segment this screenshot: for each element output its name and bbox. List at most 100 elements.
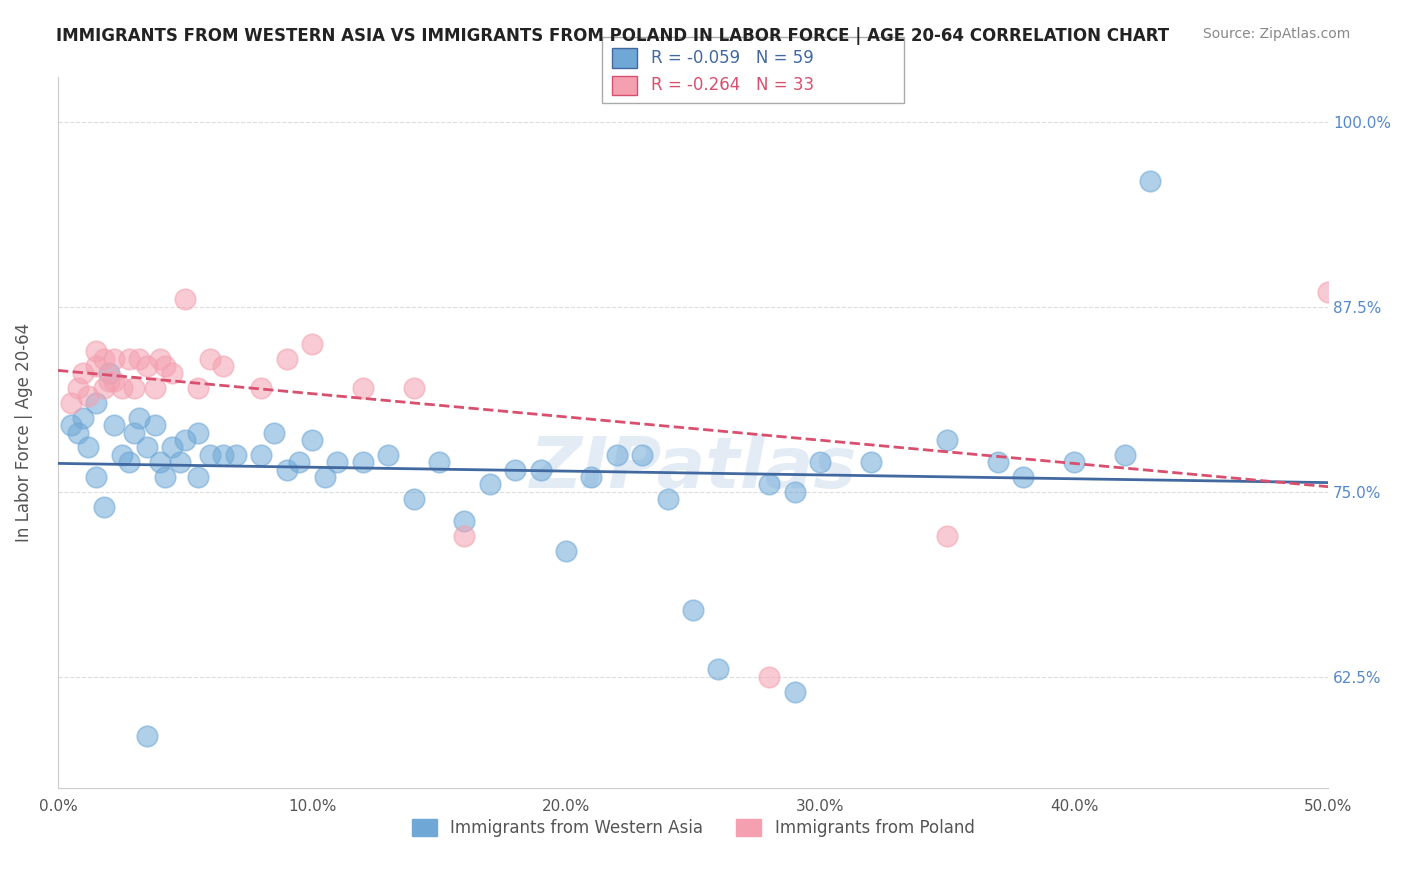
- Point: [250, 448, 273, 462]
- Point: [84, 470, 107, 484]
- Bar: [612, 48, 637, 68]
- Point: [200, 351, 222, 366]
- Point: [1317, 285, 1340, 299]
- Point: [174, 293, 197, 307]
- Point: [169, 455, 191, 469]
- Point: [149, 455, 172, 469]
- Point: [200, 448, 222, 462]
- Point: [936, 433, 959, 447]
- Point: [276, 351, 298, 366]
- Point: [143, 381, 166, 395]
- Y-axis label: In Labor Force | Age 20-64: In Labor Force | Age 20-64: [15, 323, 32, 542]
- Point: [453, 529, 475, 543]
- Point: [93, 351, 115, 366]
- Point: [530, 463, 553, 477]
- Point: [110, 381, 132, 395]
- Point: [135, 359, 157, 373]
- Point: [187, 425, 209, 440]
- Point: [352, 455, 374, 469]
- Point: [225, 448, 247, 462]
- Point: [93, 500, 115, 514]
- Point: [143, 418, 166, 433]
- Point: [859, 455, 882, 469]
- Point: [707, 662, 730, 676]
- Point: [122, 381, 145, 395]
- Point: [103, 351, 125, 366]
- Point: [1063, 455, 1085, 469]
- Text: ZIPatlas: ZIPatlas: [530, 434, 856, 503]
- Point: [987, 455, 1010, 469]
- Point: [153, 359, 176, 373]
- Point: [352, 381, 374, 395]
- Text: R = -0.264   N = 33: R = -0.264 N = 33: [651, 76, 814, 94]
- Point: [128, 410, 150, 425]
- Point: [162, 441, 184, 455]
- Point: [288, 455, 311, 469]
- Point: [110, 448, 132, 462]
- Point: [427, 455, 450, 469]
- Bar: [612, 76, 637, 95]
- Point: [212, 448, 235, 462]
- Point: [84, 344, 107, 359]
- Point: [84, 396, 107, 410]
- Point: [149, 351, 172, 366]
- Point: [77, 389, 100, 403]
- Point: [72, 367, 94, 381]
- Point: [174, 433, 197, 447]
- Point: [59, 418, 82, 433]
- Point: [128, 351, 150, 366]
- Point: [301, 336, 323, 351]
- Point: [67, 425, 90, 440]
- Point: [1114, 448, 1136, 462]
- Point: [135, 729, 157, 743]
- Point: [122, 425, 145, 440]
- Point: [783, 484, 806, 499]
- Point: [453, 515, 475, 529]
- Point: [657, 492, 679, 507]
- Point: [326, 455, 349, 469]
- Point: [936, 529, 959, 543]
- Point: [758, 670, 780, 684]
- Point: [276, 463, 298, 477]
- Point: [263, 425, 285, 440]
- Point: [250, 381, 273, 395]
- Point: [808, 455, 831, 469]
- Legend: Immigrants from Western Asia, Immigrants from Poland: Immigrants from Western Asia, Immigrants…: [405, 812, 981, 844]
- Point: [97, 374, 120, 388]
- Point: [162, 367, 184, 381]
- Point: [631, 448, 654, 462]
- Point: [1139, 174, 1161, 188]
- Point: [135, 441, 157, 455]
- Point: [212, 359, 235, 373]
- Point: [1012, 470, 1035, 484]
- Point: [84, 359, 107, 373]
- Point: [103, 418, 125, 433]
- Point: [606, 448, 628, 462]
- FancyBboxPatch shape: [602, 37, 904, 103]
- Point: [153, 470, 176, 484]
- Point: [187, 381, 209, 395]
- Point: [402, 492, 425, 507]
- Point: [103, 374, 125, 388]
- Point: [783, 684, 806, 698]
- Text: IMMIGRANTS FROM WESTERN ASIA VS IMMIGRANTS FROM POLAND IN LABOR FORCE | AGE 20-6: IMMIGRANTS FROM WESTERN ASIA VS IMMIGRAN…: [56, 27, 1170, 45]
- Point: [97, 367, 120, 381]
- Point: [402, 381, 425, 395]
- Point: [67, 381, 90, 395]
- Point: [314, 470, 336, 484]
- Point: [93, 381, 115, 395]
- Point: [682, 603, 704, 617]
- Text: Source: ZipAtlas.com: Source: ZipAtlas.com: [1202, 27, 1350, 41]
- Point: [301, 433, 323, 447]
- Point: [758, 477, 780, 491]
- Point: [118, 351, 141, 366]
- Point: [377, 448, 399, 462]
- Point: [581, 470, 603, 484]
- Point: [478, 477, 501, 491]
- Point: [187, 470, 209, 484]
- Point: [77, 441, 100, 455]
- Point: [555, 544, 578, 558]
- Point: [503, 463, 526, 477]
- Point: [118, 455, 141, 469]
- Text: R = -0.059   N = 59: R = -0.059 N = 59: [651, 49, 814, 67]
